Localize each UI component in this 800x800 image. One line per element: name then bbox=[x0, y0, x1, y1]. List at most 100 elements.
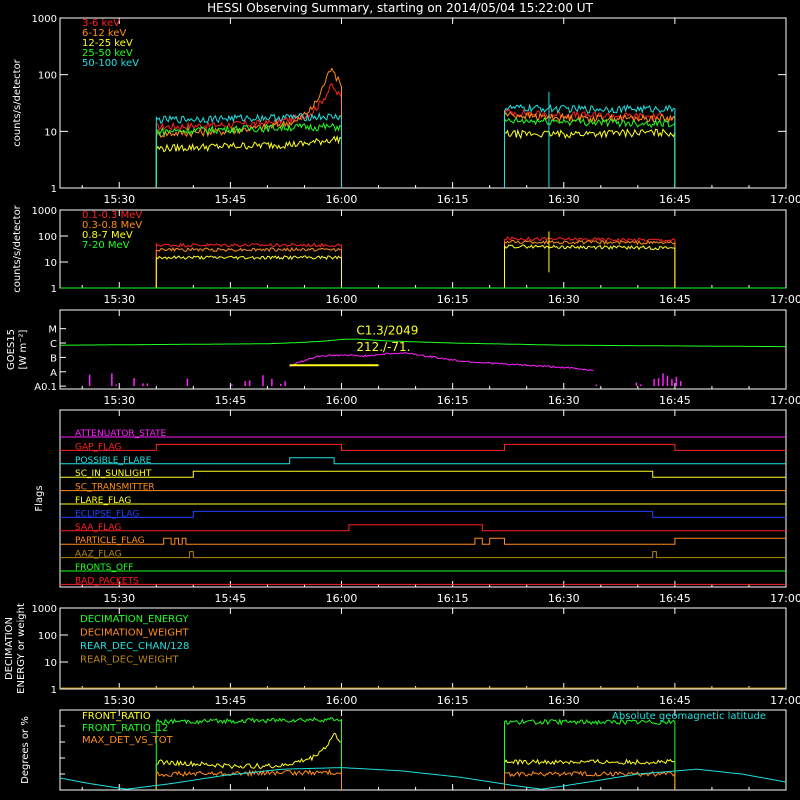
plot-frame-4 bbox=[59, 607, 787, 690]
flag-line-possible-flare bbox=[60, 457, 786, 465]
series-line-25-50-kev bbox=[504, 116, 676, 188]
series-line-3-6-kev bbox=[155, 83, 342, 188]
series-line-50-100-kev bbox=[504, 103, 676, 188]
x-tick-label: 16:45 bbox=[659, 694, 691, 707]
flag-line-gap-flag bbox=[60, 443, 786, 451]
series-line-12-25-kev bbox=[155, 134, 342, 188]
y-tick-label: 1000 bbox=[32, 604, 57, 615]
y-axis-label: Flags bbox=[34, 485, 45, 511]
legend-entry-5-2: MAX_DET_VS_TOT bbox=[82, 735, 174, 746]
x-tick-label: 16:00 bbox=[326, 193, 358, 206]
flag-label-7: SAA_FLAG bbox=[75, 523, 121, 533]
flag-label-9: AAZ_FLAG bbox=[75, 550, 122, 560]
y-tick-label: B bbox=[50, 353, 57, 364]
y-tick-label: 100 bbox=[38, 232, 57, 243]
series-line-unnamed-0 bbox=[60, 338, 786, 348]
legend-entry-0-0: 3-6 keV bbox=[82, 18, 120, 29]
x-tick-label: 15:30 bbox=[103, 394, 135, 407]
legend-entry-4-3: REAR_DEC_WEIGHT bbox=[80, 655, 179, 666]
series-line-unnamed-1 bbox=[289, 352, 594, 372]
series-line-front-ratio bbox=[504, 758, 676, 790]
y-tick-label: 1000 bbox=[32, 206, 57, 217]
series-line-6-12-kev bbox=[155, 67, 342, 188]
y-tick-label: 10 bbox=[44, 258, 57, 269]
flag-line-sc-in-sunlight bbox=[60, 470, 786, 478]
x-tick-label: 16:45 bbox=[659, 193, 691, 206]
x-tick-label: 16:45 bbox=[659, 592, 691, 605]
x-tick-label: 15:45 bbox=[215, 694, 247, 707]
y-axis-units: [W m⁻²] bbox=[18, 329, 29, 369]
y-axis-label: DECIMATION bbox=[4, 617, 15, 680]
x-tick-label: 16:00 bbox=[326, 293, 358, 306]
y-tick-label: A bbox=[50, 368, 57, 379]
y-tick-label: 1 bbox=[51, 284, 57, 295]
flag-label-8: PARTICLE_FLAG bbox=[75, 536, 145, 546]
y-tick-label: 1 bbox=[51, 184, 57, 195]
x-tick-label: 16:15 bbox=[437, 293, 469, 306]
x-tick-label: 16:45 bbox=[659, 293, 691, 306]
legend-entry-4-1: DECIMATION_WEIGHT bbox=[80, 628, 189, 639]
legend-entry-0-2: 12-25 keV bbox=[82, 38, 133, 49]
x-tick-label: 17:00 bbox=[770, 694, 800, 707]
goes-annotation-0: C1.3/2049 bbox=[356, 323, 418, 337]
x-tick-label: 16:30 bbox=[548, 592, 580, 605]
series-line-0-1-0-3-mev bbox=[155, 242, 342, 288]
flag-label-5: FLARE_FLAG bbox=[75, 496, 131, 506]
flag-label-11: BAD_PACKETS bbox=[75, 576, 139, 586]
legend-entry-1-0: 0.1-0.3 MeV bbox=[82, 210, 142, 221]
series-line-max-det-vs-tot bbox=[504, 770, 676, 790]
y-tick-label: C bbox=[50, 339, 57, 350]
series-line-12-25-kev bbox=[504, 128, 676, 188]
y-tick-label: 10 bbox=[44, 658, 57, 669]
series-line-50-100-kev bbox=[155, 112, 342, 188]
legend-entry-0-3: 25-50 keV bbox=[82, 48, 133, 59]
y-axis-label: counts/s/detector bbox=[12, 204, 23, 292]
y-tick-label: 10 bbox=[44, 127, 57, 138]
series-line-unnamed-3 bbox=[59, 767, 787, 790]
y-axis-label: Degrees or % bbox=[20, 716, 31, 784]
flag-label-4: SC_TRANSMITTER bbox=[75, 483, 155, 493]
x-tick-label: 16:15 bbox=[437, 193, 469, 206]
flag-label-3: SC_IN_SUNLIGHT bbox=[75, 469, 152, 479]
x-tick-label: 17:00 bbox=[770, 193, 800, 206]
plot-title: HESSI Observing Summary, starting on 201… bbox=[207, 1, 593, 15]
flag-label-2: POSSIBLE_FLARE bbox=[75, 456, 152, 466]
y-axis-label: GOES15 bbox=[6, 329, 17, 370]
y-tick-label: 1000 bbox=[32, 14, 57, 25]
x-tick-label: 16:15 bbox=[437, 592, 469, 605]
legend-entry-5-0: FRONT_RATIO bbox=[82, 711, 151, 722]
plot-frame-0 bbox=[59, 17, 787, 189]
x-tick-label: 16:30 bbox=[548, 293, 580, 306]
legend-entry-5-1: FRONT_RATIO_12 bbox=[82, 723, 168, 734]
plot-frame-5 bbox=[59, 709, 787, 791]
y-axis-label-2: ENERGY or weight bbox=[16, 603, 27, 694]
x-tick-label: 15:30 bbox=[103, 193, 135, 206]
y-tick-label: A0.1 bbox=[34, 382, 57, 393]
x-tick-label: 16:00 bbox=[326, 694, 358, 707]
x-tick-label: 16:15 bbox=[437, 394, 469, 407]
series-line-0-3-0-8-mev bbox=[504, 239, 676, 288]
series-line-front-ratio-12 bbox=[504, 718, 676, 790]
y-tick-label: M bbox=[48, 325, 57, 336]
y-tick-label: 100 bbox=[38, 631, 57, 642]
y-tick-label: 100 bbox=[38, 71, 57, 82]
y-axis-label: counts/s/detector bbox=[12, 58, 23, 146]
x-tick-label: 15:45 bbox=[215, 394, 247, 407]
x-tick-label: 16:15 bbox=[437, 694, 469, 707]
x-tick-label: 16:00 bbox=[326, 394, 358, 407]
legend-entry-1-3: 7-20 MeV bbox=[82, 240, 130, 251]
flag-line-particle-flag bbox=[60, 537, 786, 545]
plot-frame-3 bbox=[59, 409, 787, 588]
right-legend-label: Absolute geomagnetic latitude bbox=[612, 711, 766, 722]
x-tick-label: 17:00 bbox=[770, 394, 800, 407]
x-tick-label: 16:00 bbox=[326, 592, 358, 605]
legend-entry-0-1: 6-12 keV bbox=[82, 28, 126, 39]
series-line-25-50-kev bbox=[155, 122, 342, 188]
x-tick-label: 17:00 bbox=[770, 293, 800, 306]
flag-label-6: ECLIPSE_FLAG bbox=[75, 509, 139, 519]
x-tick-label: 16:45 bbox=[659, 394, 691, 407]
x-tick-label: 15:45 bbox=[215, 592, 247, 605]
x-tick-label: 16:30 bbox=[548, 694, 580, 707]
series-line-front-ratio bbox=[155, 732, 342, 790]
